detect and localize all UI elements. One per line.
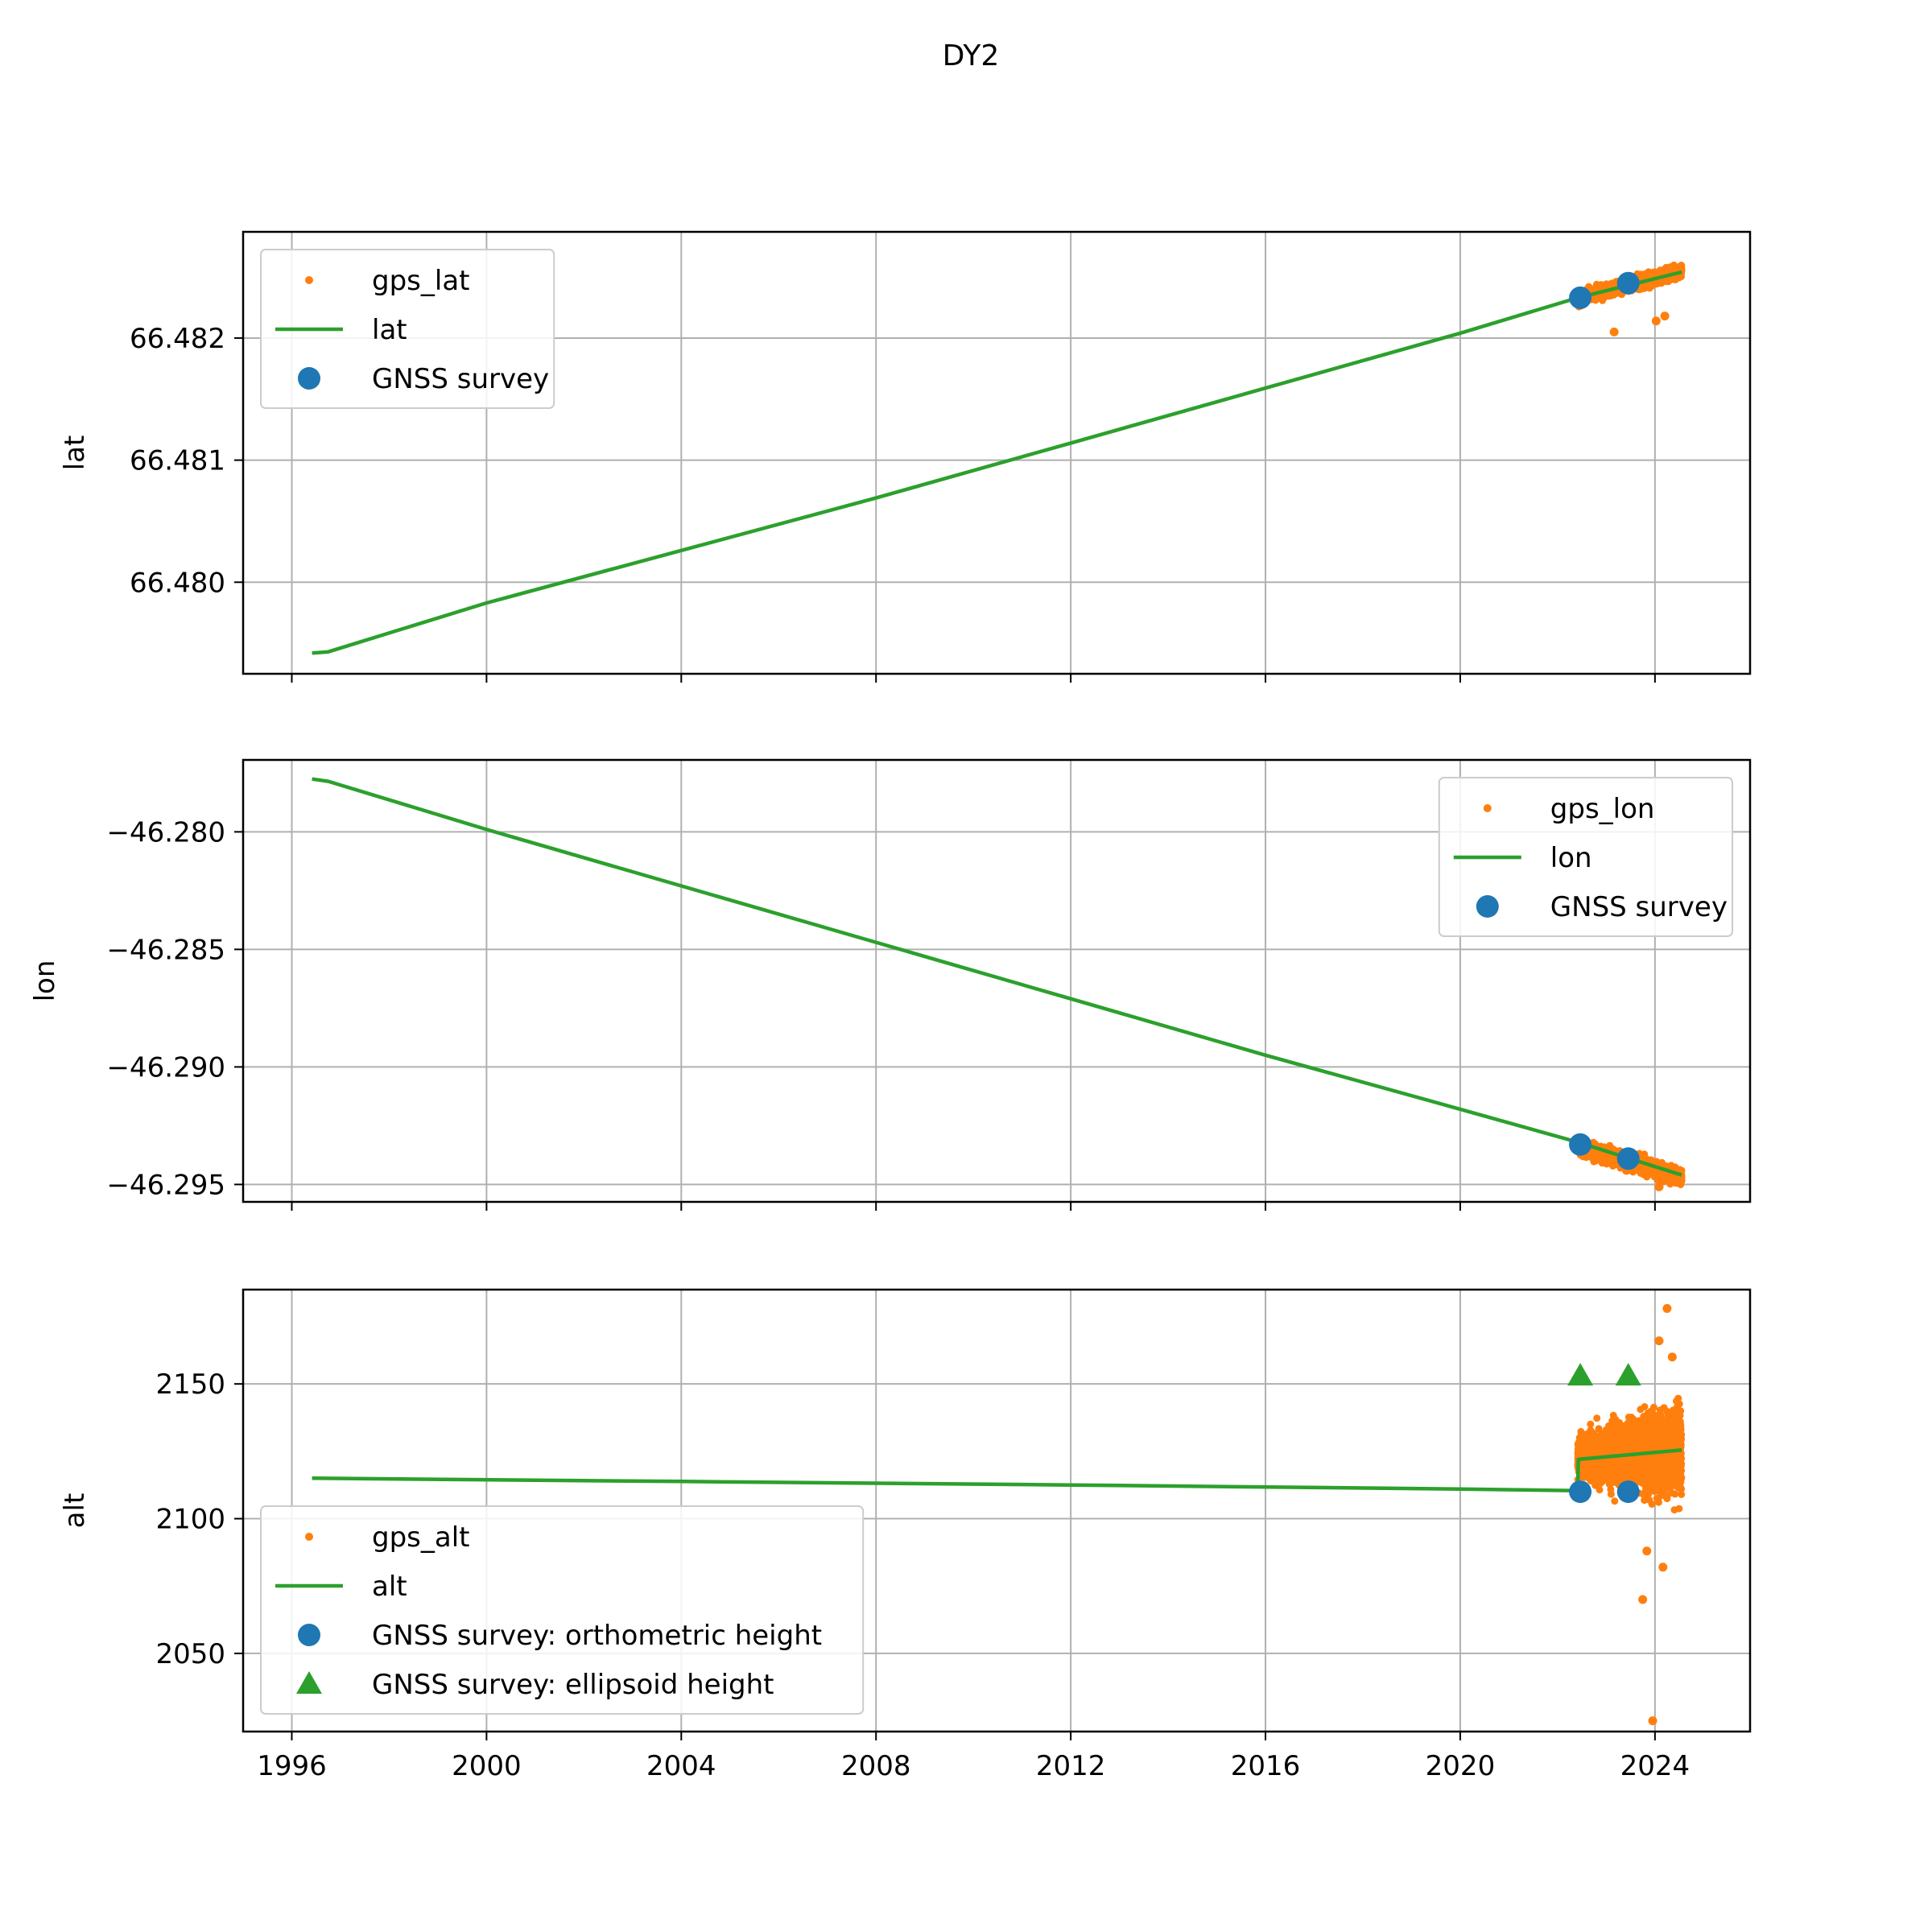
y-tick-label: −46.290: [107, 1051, 225, 1084]
gnss-survey-marker: [1616, 271, 1640, 295]
gps-outlier-point: [1651, 316, 1661, 326]
y-tick-label: 66.482: [130, 323, 225, 355]
gnss-survey-marker: [1569, 286, 1592, 309]
gps-outlier-point: [1609, 327, 1619, 336]
plot-area: [312, 261, 1686, 655]
plot-area: [312, 777, 1686, 1191]
y-axis-label: lat: [59, 436, 91, 471]
figure-title: DY2: [943, 39, 1000, 72]
y-tick-label: −46.285: [107, 934, 225, 966]
y-tick-label: 66.480: [130, 567, 225, 599]
legend-label: GNSS survey: [372, 363, 549, 395]
y-tick-label: −46.295: [107, 1169, 225, 1201]
y-tick-label: −46.280: [107, 816, 225, 848]
gps-point: [1601, 281, 1609, 289]
y-tick-label: 66.481: [130, 445, 225, 477]
subplot-lon: −46.280−46.285−46.290−46.295longps_lonlo…: [29, 758, 1752, 1211]
lat-line: [312, 270, 1682, 655]
legend-gps-marker: [305, 276, 313, 284]
legend-survey-marker: [298, 367, 320, 390]
gps-outlier-point: [1660, 312, 1670, 321]
y-axis-label: lon: [29, 960, 61, 1002]
legend-box: [260, 249, 555, 409]
legend-label: lat: [372, 314, 407, 346]
axes-frame: [242, 230, 1752, 675]
legend-label: gps_lat: [372, 265, 470, 297]
